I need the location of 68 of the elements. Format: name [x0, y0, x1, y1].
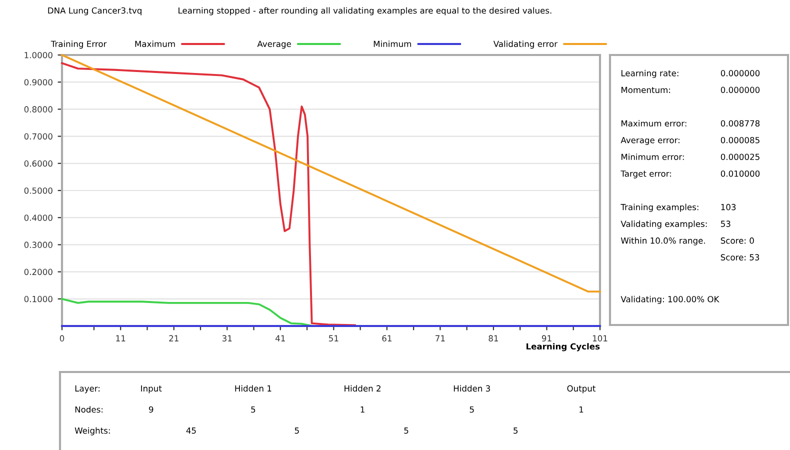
- line-series: [61, 298, 314, 327]
- text: Layer:: [75, 385, 100, 394]
- y-tick-label: 0.1000: [24, 296, 52, 302]
- x-tick-label: 71: [436, 335, 445, 342]
- text: Minimum error:: [622, 154, 684, 160]
- y-tick-label: 0.6000: [24, 160, 52, 167]
- chart-title: DNA Lung Cancer3.tvq: [48, 7, 142, 16]
- text: Learning rate:: [622, 70, 678, 78]
- x-tick-label: 31: [222, 335, 232, 342]
- text: 103: [721, 204, 736, 210]
- y-tick-label: 0.5000: [24, 187, 52, 194]
- text: 5: [470, 406, 474, 413]
- legend-title: Training Error: [50, 40, 107, 49]
- text: Nodes:: [75, 406, 103, 413]
- x-tick-label: 0: [60, 335, 64, 342]
- text: 0.008778: [720, 120, 760, 127]
- text: Hidden 1: [235, 385, 272, 392]
- legend-label: Average: [257, 40, 291, 49]
- text: Momentum:: [622, 86, 670, 94]
- text: 0.010000: [720, 170, 760, 177]
- text: Maximum error:: [622, 120, 686, 127]
- line-series: [61, 62, 356, 326]
- text: Hidden 2: [344, 385, 380, 392]
- text: 5: [294, 428, 299, 434]
- text: Score: 0: [720, 237, 754, 244]
- text: 9: [149, 406, 154, 413]
- text: 0.000000: [720, 86, 760, 94]
- text: Output: [567, 385, 596, 394]
- x-axis-title: Learning Cycles: [526, 343, 600, 352]
- legend-label: Validating error: [493, 40, 558, 49]
- text: Validating: 100.00% OK: [620, 296, 720, 304]
- y-tick-label: 0.7000: [24, 133, 52, 140]
- y-tick-label: 1.0000: [24, 52, 52, 58]
- y-tick-label: 0.9000: [24, 79, 52, 86]
- text: 5: [404, 428, 408, 434]
- text: 0.000025: [720, 154, 760, 160]
- chart-subtitle: Learning stopped - after rounding all validating examples are equal to the desired values.: [178, 7, 552, 16]
- text: Validating examples:: [620, 220, 707, 229]
- x-tick-label: 21: [169, 335, 178, 342]
- text: 0.000085: [720, 136, 760, 144]
- text: Training examples:: [620, 204, 698, 212]
- x-tick-label: 41: [276, 335, 285, 342]
- text: Input: [141, 385, 162, 394]
- legend-label: Minimum: [374, 40, 411, 48]
- text: 53: [721, 220, 730, 227]
- text: 1: [580, 406, 584, 413]
- legend-label: Maximum: [135, 40, 175, 48]
- text: Average error:: [620, 137, 680, 145]
- y-tick-label: 0.4000: [24, 214, 52, 221]
- x-tick-label: 81: [488, 335, 498, 342]
- x-tick-label: 11: [116, 335, 126, 342]
- x-tick-label: 101: [592, 335, 608, 342]
- text: 45: [186, 428, 196, 434]
- y-tick-label: 0.3000: [24, 242, 52, 248]
- text: 1: [360, 406, 364, 413]
- text: Within 10.0% range.: [620, 237, 705, 246]
- text: Target error:: [620, 170, 671, 178]
- text: 0.000000: [720, 70, 760, 76]
- y-tick-label: 0.2000: [24, 268, 52, 276]
- y-tick-label: 0.8000: [24, 106, 52, 112]
- x-tick-label: 61: [382, 335, 392, 342]
- text: Hidden 3: [454, 385, 490, 392]
- text: Weights:: [74, 427, 110, 436]
- text: Score: 53: [720, 254, 760, 260]
- text: 5: [251, 406, 256, 413]
- x-tick-label: 51: [329, 335, 338, 342]
- x-tick-label: 91: [542, 335, 552, 342]
- text: 5: [514, 428, 518, 434]
